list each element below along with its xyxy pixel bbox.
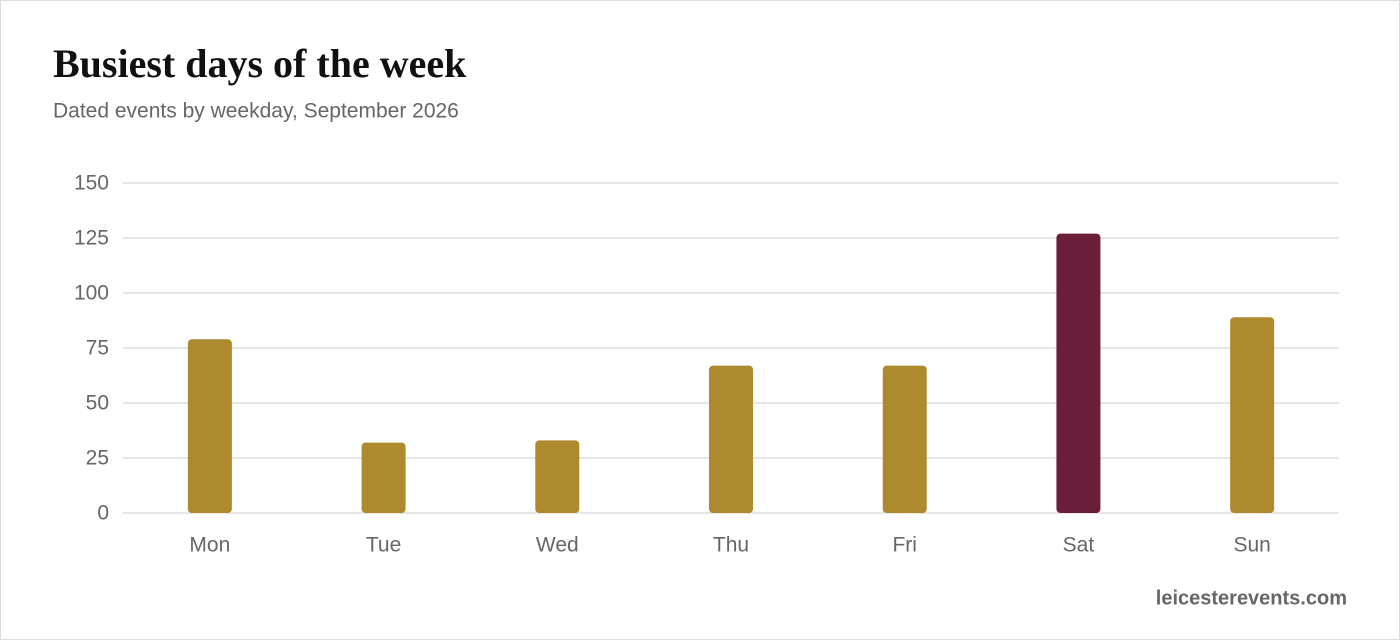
y-tick-label: 100 (74, 282, 109, 305)
y-tick-label: 0 (97, 502, 109, 525)
chart-subtitle: Dated events by weekday, September 2026 (53, 100, 459, 123)
y-tick-label: 75 (86, 337, 109, 360)
chart-title: Busiest days of the week (53, 41, 467, 86)
bar (709, 365, 753, 513)
x-tick-label: Fri (892, 534, 917, 557)
x-tick-label: Wed (536, 534, 579, 557)
bar (1056, 233, 1101, 513)
x-tick-label: Sun (1233, 534, 1270, 557)
bar (882, 365, 927, 513)
bar (187, 339, 232, 513)
bar (535, 440, 580, 513)
y-tick-label: 25 (86, 447, 109, 470)
y-tick-label: 150 (74, 172, 109, 195)
x-tick-label: Tue (366, 534, 401, 557)
x-tick-label: Mon (189, 534, 230, 557)
bar (361, 442, 406, 513)
x-tick-label: Sat (1063, 534, 1095, 557)
x-tick-label: Thu (713, 534, 749, 557)
bar (1230, 317, 1275, 513)
source: leicesterevents.com (1156, 587, 1347, 609)
y-tick-label: 125 (74, 227, 109, 250)
y-tick-label: 50 (86, 392, 109, 415)
